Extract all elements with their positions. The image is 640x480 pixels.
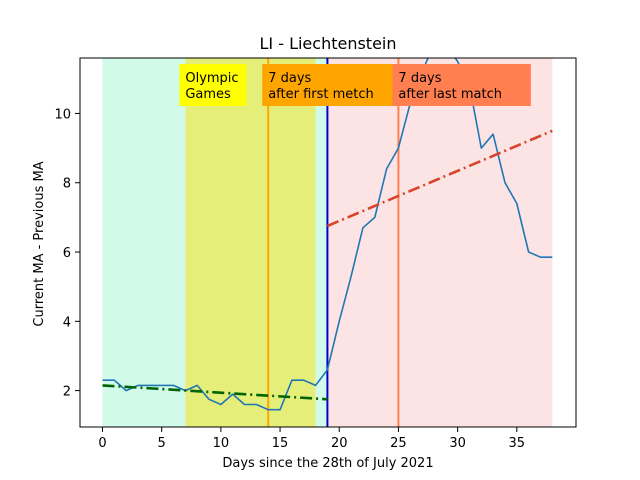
shaded-regions [102,58,553,427]
x-tick-label: 30 [449,436,466,451]
annotation-text-1-0: 7 days [268,71,311,86]
y-tick-label: 8 [63,177,71,192]
y-axis-label: Current MA - Previous MA [32,161,47,326]
chart-title: LI - Liechtenstein [259,34,396,53]
annotation-background-2 [392,64,531,106]
shaded-region-2 [315,58,328,427]
data-series [102,58,553,411]
y-axis-ticks: 2 4 6 8 10 [54,107,80,400]
x-tick-label: 25 [390,436,407,451]
annotation-text-0-1: Games [185,87,231,102]
x-axis-label: Days since the 28th of July 2021 [222,456,433,471]
shaded-region-3 [327,58,553,427]
vertical-markers [267,58,400,427]
annotation-text-0-0: Olympic [185,71,238,86]
x-axis-ticks: 0 5 10 15 20 25 30 35 [98,427,525,451]
series-line-2 [326,129,553,228]
y-tick-label: 2 [63,385,71,400]
plot-frame [79,57,577,428]
x-tick-label: 10 [213,436,230,451]
y-tick-label: 4 [63,315,71,330]
shaded-region-0 [102,58,186,427]
series-line-1 [102,384,328,401]
x-tick-label: 0 [98,436,106,451]
annotation-text-2-1: after last match [398,87,502,102]
x-tick-label: 20 [331,436,348,451]
annotation-background-1 [262,64,409,106]
shaded-region-1 [185,58,316,427]
annotation-text-2-0: 7 days [398,71,441,86]
y-tick-label: 6 [63,246,71,261]
x-tick-label: 5 [158,436,166,451]
annotation-text-1-1: after first metch [268,87,374,102]
x-tick-label: 35 [509,436,526,451]
x-tick-label: 15 [272,436,289,451]
y-tick-label: 10 [54,107,71,122]
annotation-background-0 [179,64,247,106]
series-line-0 [102,58,553,411]
